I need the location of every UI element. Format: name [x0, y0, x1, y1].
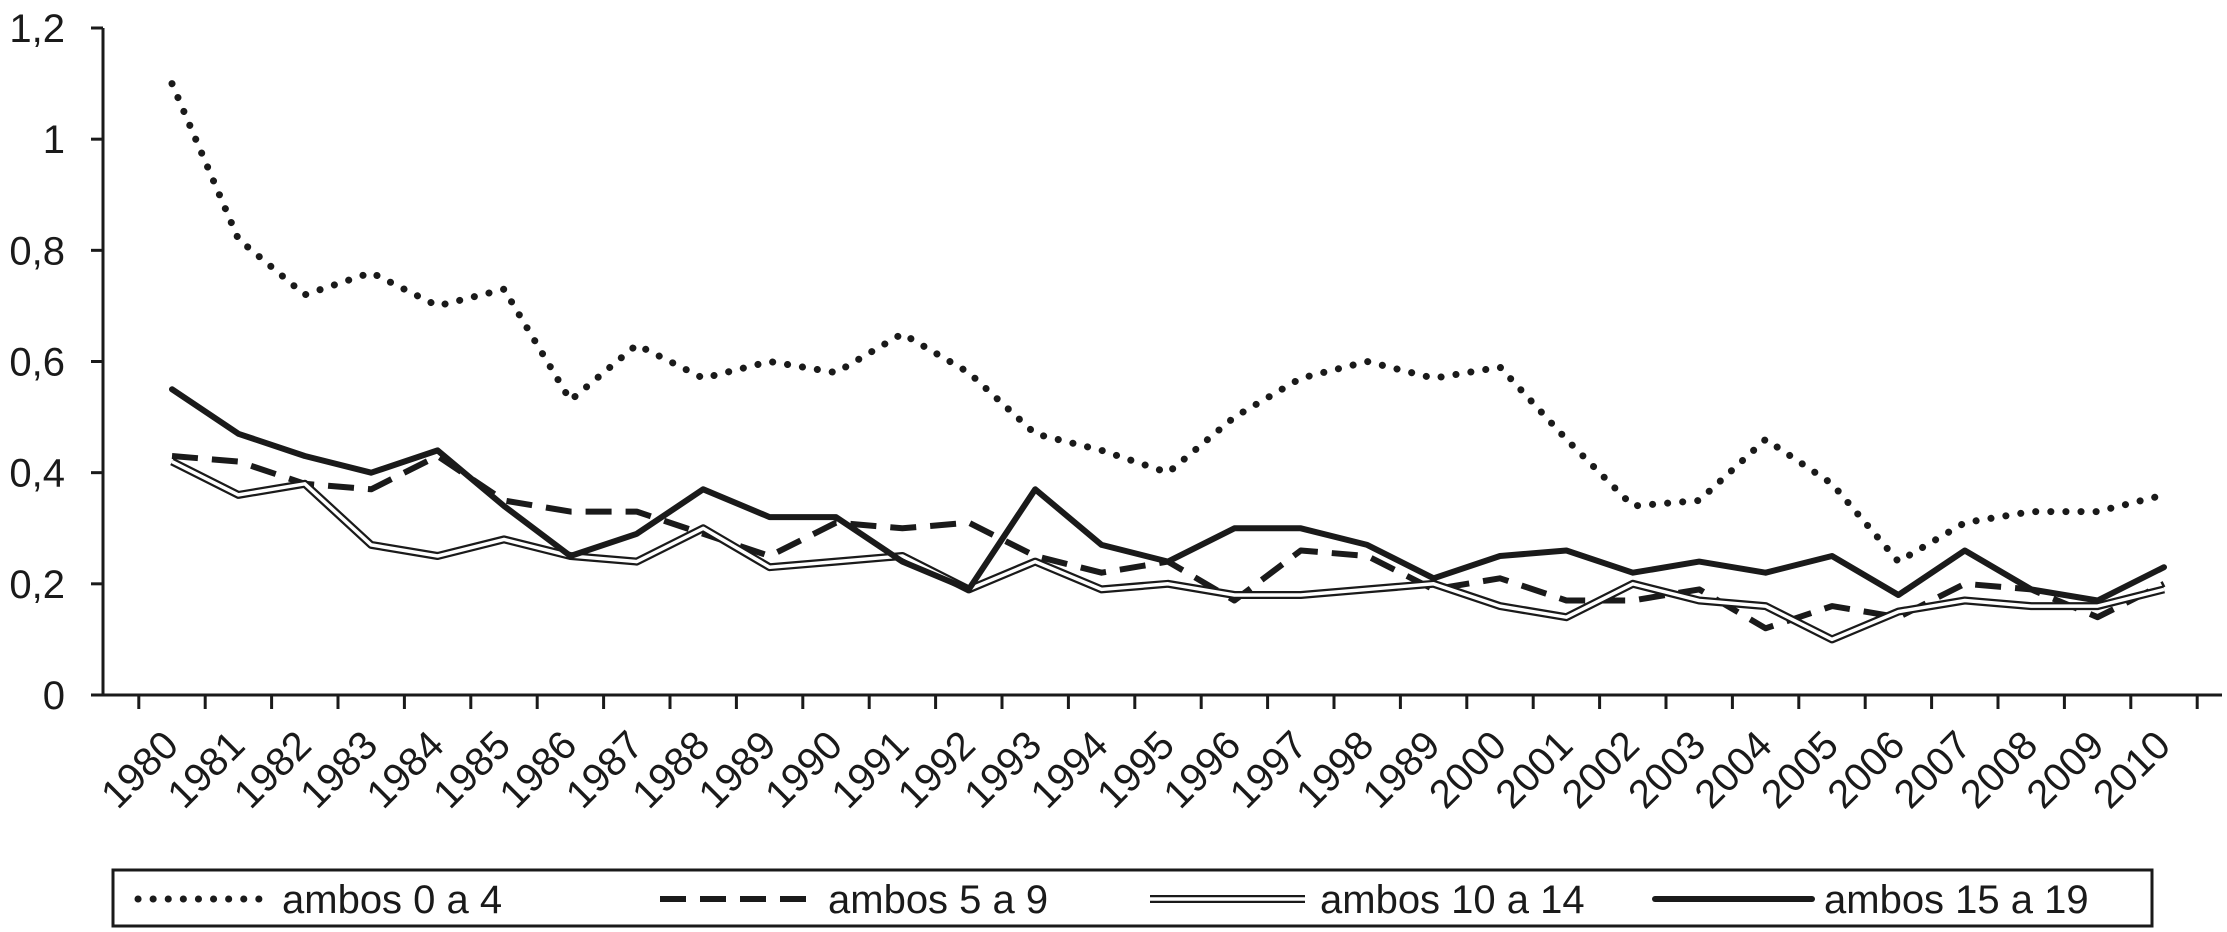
series-line-1	[168, 80, 2168, 566]
x-tick-label: 1997	[1222, 723, 1316, 817]
x-tick-label: 2006	[1819, 723, 1913, 817]
x-tick-label: 2005	[1753, 723, 1847, 817]
series-line-4	[169, 386, 2167, 604]
x-tick-label: 2010	[2085, 723, 2179, 817]
x-tick-label: 2003	[1620, 723, 1714, 817]
x-tick-label: 1988	[624, 723, 718, 817]
x-tick-label: 1992	[890, 723, 984, 817]
x-tick-label: 1993	[956, 723, 1050, 817]
x-tick-label: 1980	[93, 723, 187, 817]
x-tick-label: 1984	[359, 723, 453, 817]
x-tick-label: 1986	[491, 723, 585, 817]
x-tick-label: 1996	[1155, 723, 1249, 817]
x-tick-label: 2002	[1554, 723, 1648, 817]
x-tick-label: 2000	[1421, 723, 1515, 817]
x-tick-label: 1982	[226, 723, 320, 817]
x-tick-label: 1998	[1288, 723, 1382, 817]
y-tick-label: 0	[43, 674, 65, 718]
series-lines	[168, 80, 2168, 644]
axes: 00,20,40,60,811,219801981198219831984198…	[9, 7, 2222, 817]
legend-label-3: ambos 10 a 14	[1320, 878, 1585, 922]
x-tick-label: 1983	[292, 723, 386, 817]
x-tick-label: 1989	[691, 723, 785, 817]
y-tick-label: 0,6	[9, 341, 65, 385]
series-line-3-inner	[171, 460, 2165, 642]
x-tick-label: 1989	[1355, 723, 1449, 817]
legend: ambos 0 a 4 ambos 5 a 9 ambos 10 a 14 ambos…	[111, 868, 2154, 928]
x-tick-label: 2004	[1687, 723, 1781, 817]
legend-label-1: ambos 0 a 4	[282, 878, 502, 922]
x-tick-label: 2009	[2019, 723, 2113, 817]
x-tick-label: 2008	[1952, 723, 2046, 817]
x-tick-label: 1987	[558, 723, 652, 817]
series-line-3	[170, 458, 2165, 644]
legend-label-4: ambos 15 a 19	[1824, 878, 2089, 922]
y-tick-label: 1,2	[9, 7, 65, 51]
y-tick-label: 1	[43, 118, 65, 162]
y-tick-label: 0,4	[9, 452, 65, 496]
x-tick-label: 1985	[425, 723, 519, 817]
x-tick-label: 1995	[1089, 723, 1183, 817]
legend-label-2: ambos 5 a 9	[828, 878, 1048, 922]
x-tick-label: 1991	[823, 723, 917, 817]
x-tick-label: 1994	[1023, 723, 1117, 817]
y-tick-label: 0,2	[9, 563, 65, 607]
x-tick-label: 1981	[159, 723, 253, 817]
y-tick-label: 0,8	[9, 229, 65, 273]
x-tick-label: 2007	[1886, 723, 1980, 817]
x-tick-label: 2001	[1487, 723, 1581, 817]
x-tick-label: 1990	[757, 723, 851, 817]
